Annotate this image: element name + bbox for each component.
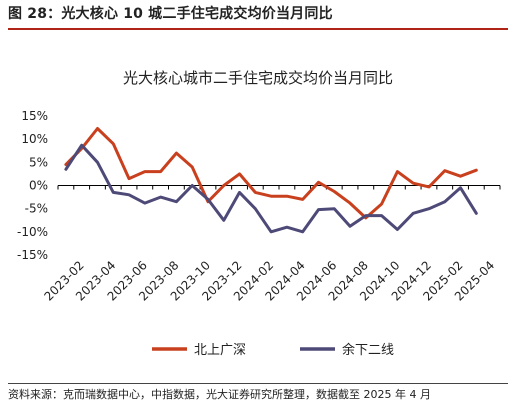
series-line-2 xyxy=(64,143,478,234)
y-axis-labels: 15% 10% 5% 0% -5% -10% -15% xyxy=(17,109,48,262)
y-tick-label: 0% xyxy=(29,179,48,193)
y-tick-label: 5% xyxy=(29,155,48,169)
y-tick-label: -5% xyxy=(25,202,48,216)
source-note: 资料来源：克而瑞数据中心，中指数据，光大证券研究所整理，数据截至 2025 年 … xyxy=(8,388,431,401)
bottom-rule xyxy=(8,383,508,384)
y-tick-label: -15% xyxy=(17,248,48,262)
legend-label-2: 余下二线 xyxy=(342,342,394,358)
top-rule xyxy=(8,28,508,30)
figure-label: 图 28：光大核心 10 城二手住宅成交均价当月同比 xyxy=(8,6,333,22)
x-axis-labels: 2023-022023-042023-062023-082023-102023-… xyxy=(41,258,497,303)
series-line-1 xyxy=(64,127,478,220)
x-axis-ticks xyxy=(57,185,501,190)
legend: 北上广深 余下二线 xyxy=(152,342,394,358)
legend-label-1: 北上广深 xyxy=(194,343,246,358)
y-tick-label: -10% xyxy=(17,225,48,239)
series-lines xyxy=(64,127,478,234)
y-tick-label: 10% xyxy=(21,132,48,146)
chart-title: 光大核心城市二手住宅成交均价当月同比 xyxy=(123,69,393,87)
line-chart: 光大核心城市二手住宅成交均价当月同比 15% 10% 5% 0% -5% -10% -15%… xyxy=(17,69,501,358)
y-tick-label: 15% xyxy=(21,109,48,123)
